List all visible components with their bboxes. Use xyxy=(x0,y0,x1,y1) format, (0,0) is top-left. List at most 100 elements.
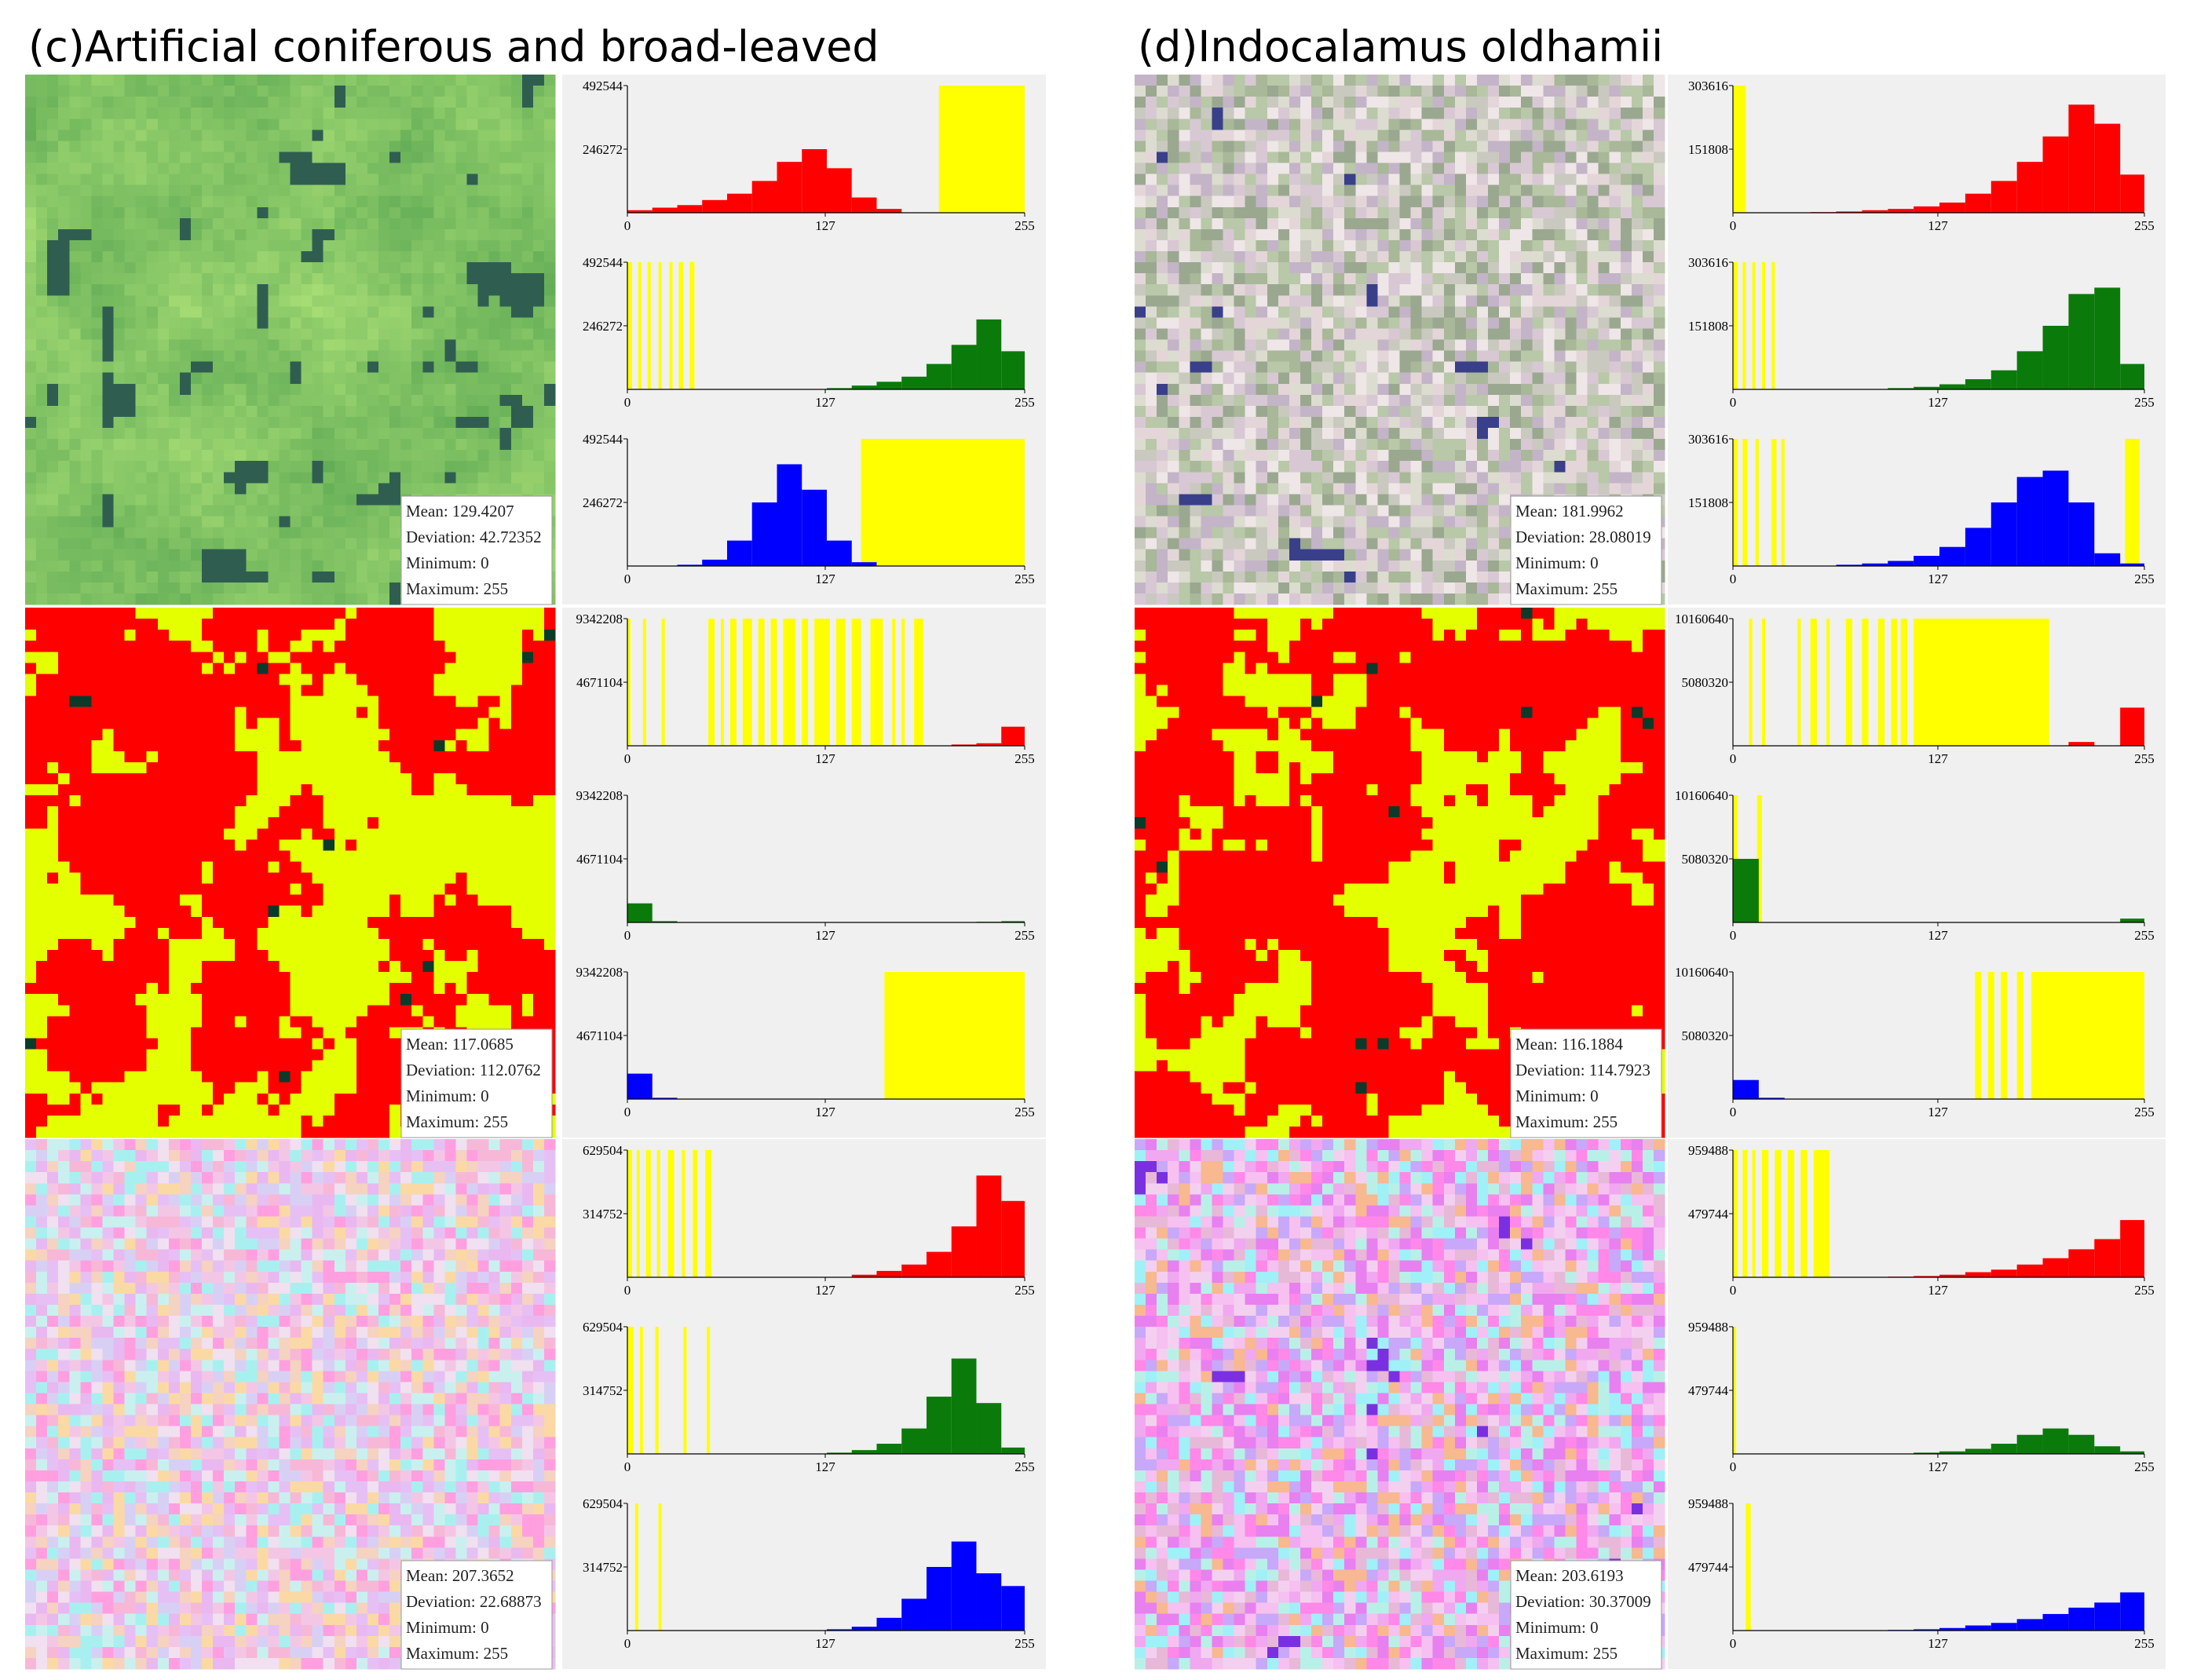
pixel xyxy=(235,894,247,907)
pixel xyxy=(477,905,490,918)
pixel xyxy=(345,685,357,697)
pixel xyxy=(25,905,37,918)
pixel xyxy=(124,1093,137,1105)
pixel xyxy=(235,1082,247,1094)
pixel xyxy=(102,582,115,594)
pixel xyxy=(499,872,512,885)
pixel xyxy=(279,483,291,495)
pixel xyxy=(334,729,346,741)
pixel xyxy=(323,428,335,440)
pixel xyxy=(466,674,479,686)
pixel xyxy=(36,872,48,885)
pixel xyxy=(246,1071,258,1083)
pixel xyxy=(334,195,346,208)
pixel xyxy=(80,295,92,307)
pixel xyxy=(312,872,324,885)
pixel xyxy=(367,306,379,318)
pixel xyxy=(213,306,225,318)
pixel xyxy=(179,817,192,829)
pixel xyxy=(532,262,545,274)
pixel xyxy=(532,306,545,318)
pixel xyxy=(213,1115,225,1127)
pixel xyxy=(179,317,192,330)
pixel xyxy=(246,1060,258,1072)
pixel xyxy=(510,239,523,252)
pixel xyxy=(91,328,104,341)
pixel xyxy=(25,806,37,818)
pixel xyxy=(455,894,468,907)
pixel xyxy=(301,949,313,962)
pixel xyxy=(400,251,412,263)
pixel xyxy=(146,273,159,285)
pixel xyxy=(47,538,59,550)
pixel xyxy=(411,817,423,829)
pixel xyxy=(257,163,269,175)
pixel xyxy=(290,608,302,619)
pixel xyxy=(345,729,357,741)
pixel xyxy=(246,761,258,774)
pixel xyxy=(157,75,170,86)
pixel xyxy=(80,228,92,241)
pixel xyxy=(47,350,59,363)
pixel xyxy=(323,1082,335,1094)
pixel xyxy=(532,751,545,763)
pixel xyxy=(433,608,445,619)
pixel xyxy=(378,494,390,506)
pixel xyxy=(477,251,490,263)
pixel xyxy=(146,593,159,605)
pixel xyxy=(135,483,148,495)
pixel xyxy=(488,317,501,330)
pixel xyxy=(36,428,48,440)
pixel xyxy=(444,861,457,874)
pixel xyxy=(168,828,181,840)
pixel xyxy=(290,483,302,495)
pixel xyxy=(290,961,302,973)
pixel xyxy=(477,383,490,396)
pixel xyxy=(91,383,104,396)
x-tick-label: 0 xyxy=(624,395,631,410)
pixel xyxy=(235,1016,247,1028)
pixel xyxy=(488,663,501,674)
pixel xyxy=(190,405,203,418)
y-tick-label: 9342208 xyxy=(576,612,623,626)
pixel xyxy=(47,361,59,374)
pixel xyxy=(91,450,104,462)
pixel xyxy=(202,239,214,252)
pixel xyxy=(268,872,280,885)
pixel xyxy=(411,450,423,462)
pixel xyxy=(532,696,545,708)
pixel xyxy=(58,560,70,572)
pixel xyxy=(113,674,126,686)
pixel xyxy=(444,195,457,208)
pixel xyxy=(36,350,48,363)
pixel xyxy=(466,75,479,86)
pixel xyxy=(268,571,280,583)
pixel xyxy=(521,652,534,663)
pixel xyxy=(224,1115,236,1127)
pixel xyxy=(477,141,490,153)
pixel xyxy=(47,1393,59,1405)
pixel xyxy=(257,1027,269,1039)
pixel xyxy=(477,839,490,851)
pixel xyxy=(356,972,368,984)
pixel xyxy=(378,927,390,940)
highlight-band xyxy=(758,619,765,746)
pixel xyxy=(301,850,313,863)
pixel xyxy=(168,372,181,385)
pixel xyxy=(202,195,214,208)
pixel xyxy=(389,674,401,686)
pixel xyxy=(257,119,269,130)
pixel xyxy=(235,817,247,829)
pixel xyxy=(168,861,181,874)
pixel xyxy=(312,894,324,907)
pixel xyxy=(367,795,379,807)
pixel xyxy=(213,461,225,473)
pixel xyxy=(124,1049,137,1061)
pixel xyxy=(389,740,401,752)
pixel xyxy=(356,784,368,796)
pixel xyxy=(235,707,247,719)
pixel xyxy=(455,817,468,829)
pixel xyxy=(510,663,523,674)
pixel xyxy=(521,949,534,962)
pixel xyxy=(345,428,357,440)
